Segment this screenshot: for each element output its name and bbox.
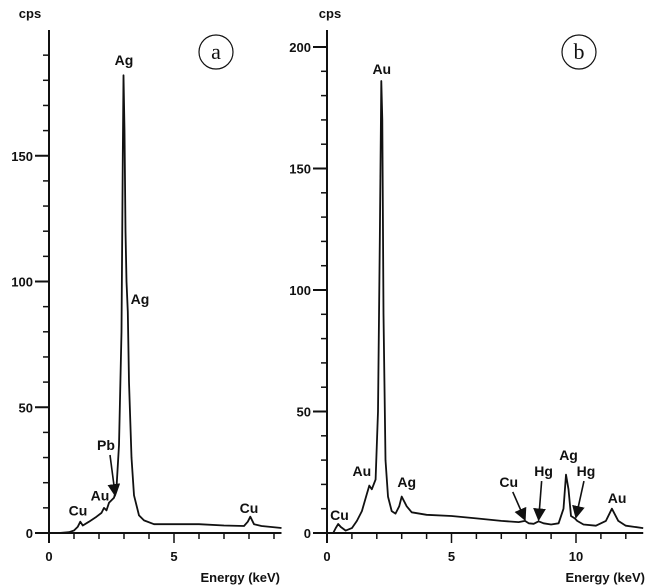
peak-arrow — [107, 454, 121, 497]
y-tick-label: 50 — [19, 400, 33, 415]
x-axis-label: Energy (keV) — [201, 570, 280, 585]
panel-label: a — [211, 39, 221, 64]
peak-label: Cu — [240, 500, 259, 516]
peak-label: Cu — [69, 502, 88, 518]
peak-label: Au — [372, 61, 391, 77]
peak-label: Ag — [397, 474, 416, 490]
panel-label-circle — [561, 34, 597, 70]
spectrum-line — [332, 80, 644, 534]
x-tick-label: 5 — [448, 549, 455, 564]
peak-label: Ag — [559, 447, 578, 463]
y-axis-label: cps — [19, 6, 41, 21]
peak-label: Cu — [499, 474, 518, 490]
peak-label: Hg — [577, 463, 596, 479]
y-tick-label: 100 — [11, 275, 33, 290]
panel-label-circle — [198, 34, 234, 70]
y-axis-label: cps — [319, 6, 341, 21]
panel-b: 0 50 100 150 200 0 5 10 cps Energy (keV) b Au Au Ag Cu… — [289, 6, 645, 585]
spectrum-line — [58, 74, 282, 534]
peak-arrow — [572, 480, 585, 519]
y-tick-label: 0 — [304, 526, 311, 541]
peak-label: Au — [353, 463, 372, 479]
y-tick-label: 150 — [11, 149, 33, 164]
x-tick-label: 0 — [323, 549, 330, 564]
peak-label: Au — [608, 490, 627, 506]
y-tick-label: 0 — [26, 526, 33, 541]
panel-label: b — [574, 39, 585, 64]
peak-arrow — [533, 480, 546, 522]
peak-arrow — [512, 491, 527, 522]
y-tick-label: 100 — [289, 283, 311, 298]
peak-label: Ag — [131, 291, 150, 307]
y-tick-label: 50 — [297, 405, 311, 420]
x-tick-label: 10 — [569, 549, 583, 564]
peak-label: Pb — [97, 437, 115, 453]
x-tick-label: 5 — [170, 549, 177, 564]
peak-label: Ag — [115, 52, 134, 68]
peak-label: Hg — [534, 463, 553, 479]
peak-label: Cu — [330, 507, 349, 523]
peak-label: Au — [91, 487, 110, 503]
y-tick-label: 200 — [289, 40, 311, 55]
x-tick-label: 0 — [45, 549, 52, 564]
x-axis-label: Energy (keV) — [566, 570, 645, 585]
y-tick-label: 150 — [289, 162, 311, 177]
